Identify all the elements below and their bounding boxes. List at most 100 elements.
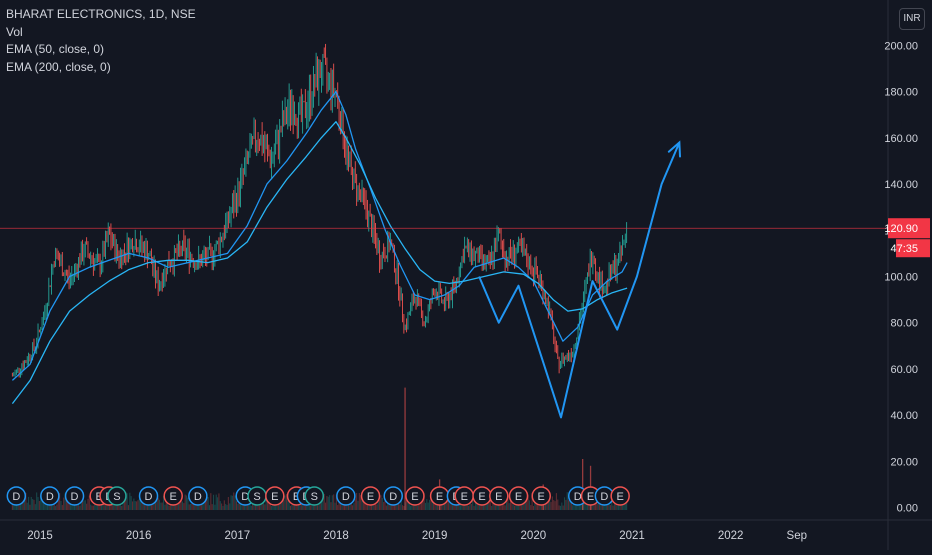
event-marker-e[interactable]: E <box>610 486 630 506</box>
event-marker-label: D <box>46 491 54 503</box>
y-tick-label: 200.00 <box>884 41 918 53</box>
event-marker-e[interactable]: E <box>508 486 529 506</box>
event-marker-circle <box>610 486 630 506</box>
event-marker-d[interactable]: D <box>138 486 159 506</box>
event-marker-circle <box>64 486 85 506</box>
x-tick-label: 2021 <box>619 530 645 542</box>
event-marker-e[interactable]: E <box>360 486 381 506</box>
event-marker-circle <box>304 486 325 506</box>
event-marker-layer[interactable]: DDDEESDEDDSEEDSDEDEEDEEEEEDEDE <box>6 486 630 506</box>
event-marker-e[interactable]: E <box>265 486 285 506</box>
event-marker-label: E <box>538 491 545 503</box>
event-marker-label: D <box>241 491 249 503</box>
event-marker-circle <box>336 486 356 506</box>
event-marker-circle <box>383 486 403 506</box>
price-tag-value: 120.90 <box>884 223 918 235</box>
y-tick-label: 40.00 <box>890 410 918 422</box>
event-marker-label: E <box>616 491 623 503</box>
event-marker-label: D <box>12 491 20 503</box>
event-marker-label: D <box>389 491 397 503</box>
event-marker-e[interactable]: E <box>454 486 475 506</box>
event-marker-circle <box>107 486 127 506</box>
y-tick-label: 60.00 <box>890 364 918 376</box>
event-marker-d[interactable]: D <box>64 486 85 506</box>
event-marker-label: E <box>96 491 103 503</box>
event-marker-label: D <box>574 491 582 503</box>
projection-arrowhead <box>667 140 682 158</box>
event-marker-label: D <box>145 491 153 503</box>
chart-legend: BHARAT ELECTRONICS, 1D, NSE Vol EMA (50,… <box>6 6 196 76</box>
indicator-ema50[interactable]: EMA (50, close, 0) <box>6 42 105 56</box>
x-tick-label: 2017 <box>225 530 251 542</box>
x-tick-label: 2015 <box>27 530 53 542</box>
event-marker-label: E <box>411 491 418 503</box>
y-tick-label: 0.00 <box>897 503 918 515</box>
event-marker-circle <box>489 486 509 506</box>
event-marker-circle <box>6 486 27 506</box>
event-marker-e[interactable]: E <box>472 486 492 506</box>
event-marker-label: S <box>311 491 318 503</box>
countdown-value: 47:35 <box>890 243 918 255</box>
event-marker-circle <box>188 486 208 506</box>
x-tick-label: 2019 <box>422 530 448 542</box>
event-marker-s[interactable]: S <box>304 486 325 506</box>
event-marker-label: D <box>194 491 202 503</box>
event-marker-label: E <box>495 491 502 503</box>
event-marker-label: D <box>600 491 608 503</box>
indicator-vol[interactable]: Vol <box>6 24 23 39</box>
event-marker-d[interactable]: D <box>336 486 356 506</box>
event-marker-e[interactable]: E <box>429 486 450 506</box>
event-marker-circle <box>508 486 529 506</box>
event-marker-d[interactable]: D <box>40 486 60 506</box>
event-marker-e[interactable]: E <box>531 486 551 506</box>
y-tick-label: 160.00 <box>884 133 918 145</box>
event-marker-d[interactable]: D <box>383 486 403 506</box>
ema50-line <box>11 91 628 381</box>
event-marker-circle <box>40 486 60 506</box>
x-tick-label: 2020 <box>521 530 547 542</box>
countdown-box <box>896 239 930 258</box>
symbol-title[interactable]: BHARAT ELECTRONICS, 1D, NSE <box>6 7 196 21</box>
event-marker-label: E <box>587 491 594 503</box>
y-tick-label: 100.00 <box>884 272 918 284</box>
event-marker-d[interactable]: D <box>6 486 27 506</box>
y-tick-label: 20.00 <box>890 456 918 468</box>
projection-path[interactable] <box>478 142 681 419</box>
event-marker-circle <box>360 486 381 506</box>
y-tick-label: 80.00 <box>890 318 918 330</box>
x-tick-label: 2022 <box>718 530 744 542</box>
event-marker-label: E <box>515 491 522 503</box>
event-marker-circle <box>531 486 551 506</box>
event-marker-label: E <box>293 491 300 503</box>
event-marker-s[interactable]: S <box>107 486 127 506</box>
event-marker-label: E <box>367 491 374 503</box>
event-marker-circle <box>405 486 425 506</box>
event-marker-label: E <box>271 491 278 503</box>
indicator-ema200[interactable]: EMA (200, close, 0) <box>6 59 111 74</box>
event-marker-e[interactable]: E <box>163 486 183 506</box>
price-tag-box <box>888 218 930 239</box>
y-tick-label: 140.00 <box>884 179 918 191</box>
price-tag: 120.90 47:35 <box>884 218 930 258</box>
event-marker-label: D <box>342 491 350 503</box>
event-marker-s[interactable]: S <box>247 486 267 506</box>
event-marker-label: E <box>436 491 443 503</box>
event-marker-label: S <box>113 491 120 503</box>
event-marker-e[interactable]: E <box>489 486 509 506</box>
event-marker-d[interactable]: D <box>594 486 615 506</box>
event-marker-label: S <box>253 491 260 503</box>
event-marker-label: E <box>478 491 485 503</box>
currency-badge[interactable]: INR <box>899 8 925 30</box>
x-tick-label: Sep <box>787 530 807 542</box>
event-marker-d[interactable]: D <box>188 486 208 506</box>
drawing-layer[interactable] <box>0 140 888 419</box>
ema200-line <box>11 121 628 404</box>
x-tick-label: 2016 <box>126 530 152 542</box>
event-marker-label: E <box>170 491 177 503</box>
event-marker-label: E <box>461 491 468 503</box>
series-layer <box>11 43 628 404</box>
event-marker-e[interactable]: E <box>405 486 425 506</box>
